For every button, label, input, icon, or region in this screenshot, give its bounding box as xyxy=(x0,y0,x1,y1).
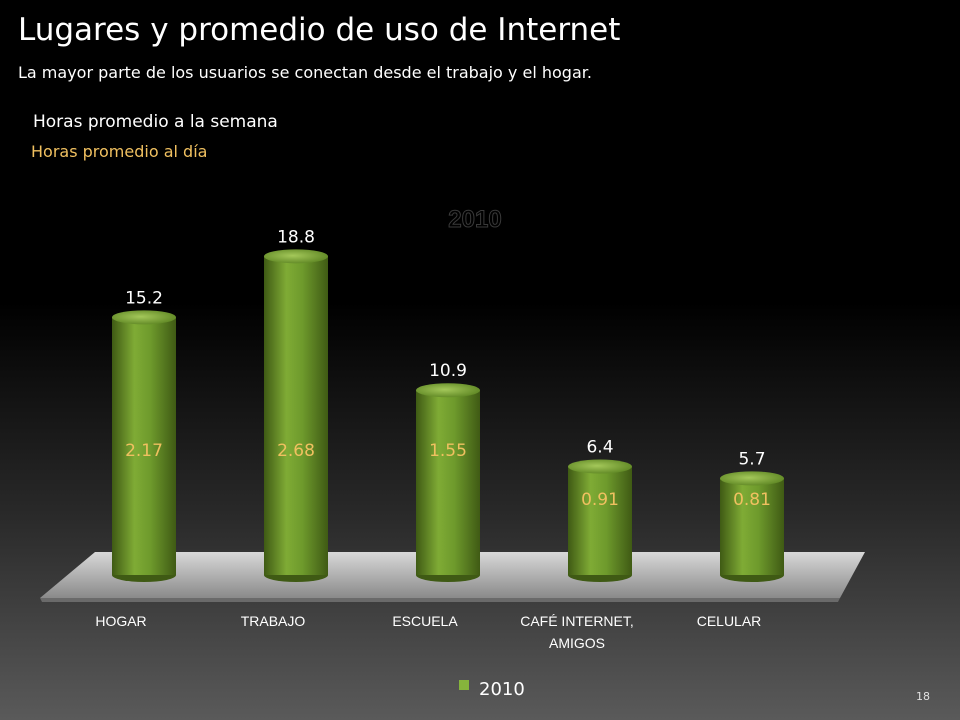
category-label: ESCUELA xyxy=(392,613,458,629)
weekly-value-label: 6.4 xyxy=(586,438,613,458)
page-number: 18 xyxy=(916,690,930,703)
slide-title: Lugares y promedio de uso de Internet xyxy=(18,12,621,48)
daily-value-label: 0.91 xyxy=(581,490,619,510)
chart-floor-edge xyxy=(40,598,840,602)
category-label: HOGAR xyxy=(95,613,146,629)
bar-top xyxy=(720,471,784,486)
weekly-value-label: 5.7 xyxy=(738,449,765,469)
legend-swatch xyxy=(459,680,469,690)
category-label: TRABAJO xyxy=(241,613,306,629)
daily-value-label: 2.68 xyxy=(277,441,315,461)
legend-series-name: 2010 xyxy=(479,679,525,700)
daily-value-label: 0.81 xyxy=(733,490,771,510)
bar-top xyxy=(112,310,176,325)
bar-body xyxy=(264,256,328,575)
bar-body xyxy=(720,478,784,575)
bar-top xyxy=(416,383,480,398)
chart-title: 2010 xyxy=(448,206,501,233)
bar-body xyxy=(416,390,480,575)
category-label: CELULAR xyxy=(697,613,762,629)
weekly-value-label: 15.2 xyxy=(125,288,163,308)
bar-1 xyxy=(264,249,328,582)
bar-3 xyxy=(568,459,632,582)
weekly-value-label: 18.8 xyxy=(277,227,315,247)
bar-body xyxy=(112,317,176,575)
weekly-value-label: 10.9 xyxy=(429,361,467,381)
slide-subtitle: La mayor parte de los usuarios se conect… xyxy=(18,63,592,82)
bar-2 xyxy=(416,383,480,582)
category-label: CAFÉ INTERNET, AMIGOS xyxy=(520,613,634,651)
bar-top xyxy=(264,249,328,264)
daily-hours-label: Horas promedio al día xyxy=(31,142,208,161)
bar-body xyxy=(568,466,632,575)
daily-value-label: 1.55 xyxy=(429,441,467,461)
bar-top xyxy=(568,459,632,474)
daily-value-label: 2.17 xyxy=(125,441,163,461)
bar-4 xyxy=(720,471,784,582)
weekly-hours-label: Horas promedio a la semana xyxy=(33,112,278,132)
bar-0 xyxy=(112,310,176,582)
